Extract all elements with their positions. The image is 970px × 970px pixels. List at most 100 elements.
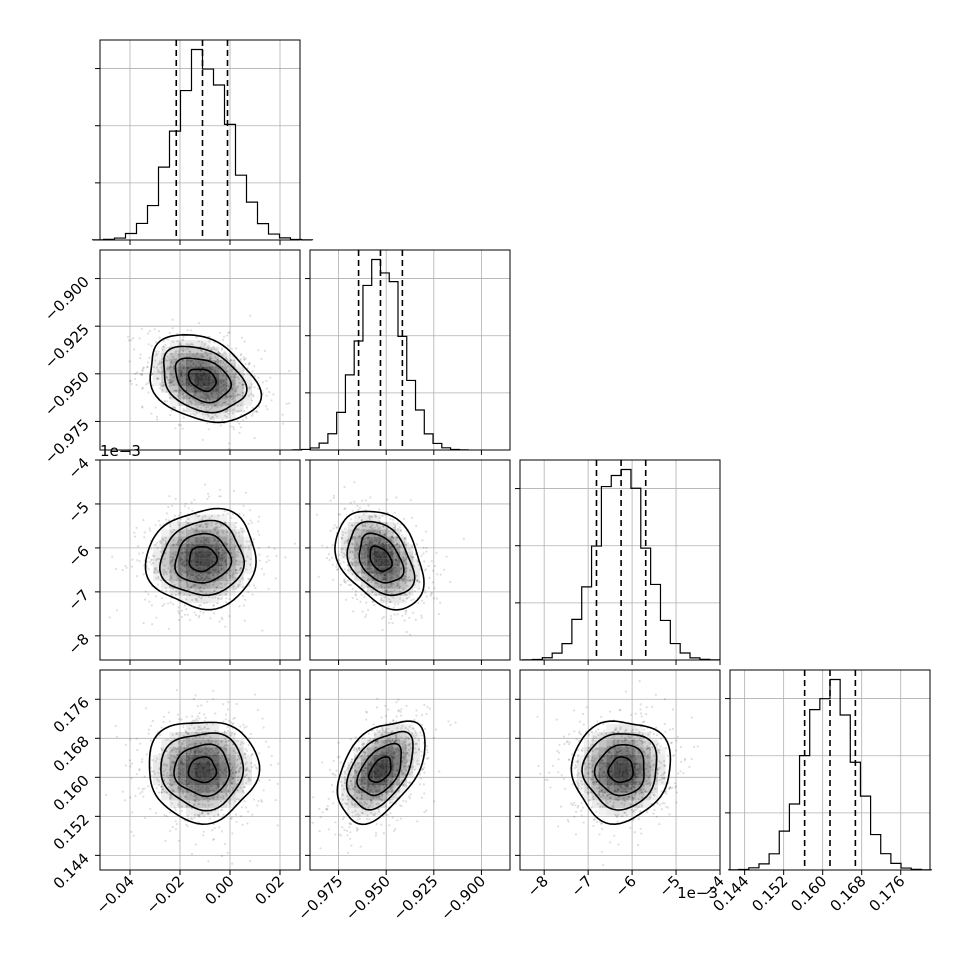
sample-point — [135, 383, 138, 386]
sample-point — [155, 415, 159, 418]
sample-point — [162, 339, 165, 343]
sample-point — [256, 411, 259, 414]
sample-point — [165, 367, 168, 370]
sample-point — [380, 823, 383, 826]
sample-point — [170, 358, 173, 361]
sample-point — [241, 394, 244, 397]
sample-point — [155, 350, 158, 353]
sample-point — [253, 764, 256, 767]
density-cell — [210, 366, 220, 373]
sample-point — [428, 576, 431, 579]
sample-point — [248, 386, 251, 389]
sample-point — [422, 783, 425, 786]
sample-point — [150, 547, 153, 550]
sample-point — [153, 328, 156, 331]
sample-point — [386, 498, 389, 501]
sample-point — [374, 832, 378, 835]
sample-point — [199, 345, 202, 348]
sample-point — [180, 609, 183, 612]
sample-point — [398, 526, 401, 529]
sample-point — [226, 512, 229, 515]
density-cell — [387, 573, 394, 582]
density-cell — [243, 754, 252, 763]
sample-point — [365, 718, 368, 721]
sample-point — [242, 419, 245, 422]
sample-point — [238, 605, 241, 608]
sample-point — [172, 368, 176, 371]
density-cells — [153, 514, 252, 604]
sample-point — [222, 703, 225, 706]
sample-point — [238, 431, 241, 434]
sample-point — [293, 542, 297, 545]
sample-point — [382, 615, 385, 619]
density-cell — [347, 551, 355, 559]
sample-point — [393, 511, 396, 514]
sample-point — [249, 732, 252, 736]
sample-point — [252, 584, 256, 587]
sample-point — [339, 562, 342, 565]
sample-point — [427, 756, 430, 760]
sample-point — [136, 559, 139, 562]
sample-point — [404, 612, 407, 615]
sample-point — [409, 633, 412, 636]
sample-point — [346, 829, 349, 832]
sample-point — [245, 806, 248, 809]
sample-point — [356, 828, 359, 831]
density-cell — [202, 785, 211, 793]
sample-point — [376, 697, 379, 700]
sample-point — [167, 711, 170, 714]
sample-point — [129, 379, 132, 382]
sample-point — [220, 392, 223, 395]
density-cell — [202, 808, 211, 816]
sample-point — [142, 621, 145, 625]
density-cell — [194, 770, 203, 778]
sample-point — [235, 390, 238, 393]
sample-point — [328, 768, 332, 771]
density-cell — [235, 558, 244, 567]
sample-point — [231, 412, 234, 415]
sample-point — [145, 383, 148, 386]
sample-point — [169, 365, 172, 368]
density-cell — [227, 544, 236, 552]
sample-point — [251, 370, 254, 373]
sample-point — [425, 712, 428, 715]
sample-point — [414, 729, 417, 733]
sample-point — [282, 422, 285, 425]
sample-point — [151, 770, 154, 773]
sample-point — [422, 546, 425, 549]
sample-point — [172, 603, 175, 606]
sample-point — [238, 513, 241, 516]
sample-point — [389, 812, 392, 815]
sample-point — [332, 578, 335, 581]
sample-point — [182, 726, 185, 729]
sample-point — [184, 382, 187, 385]
sample-point — [247, 522, 250, 525]
sample-point — [141, 790, 144, 793]
density-cell — [153, 366, 162, 373]
density-cell — [373, 514, 381, 522]
sample-point — [391, 622, 394, 625]
sample-point — [206, 497, 209, 500]
sample-point — [213, 402, 216, 405]
sample-point — [242, 373, 245, 376]
sample-point — [135, 737, 138, 740]
sample-point — [449, 580, 452, 584]
density-cell — [169, 544, 178, 552]
sample-point — [223, 510, 226, 513]
sample-point — [239, 358, 242, 361]
sample-point — [262, 726, 265, 729]
sample-point — [141, 405, 144, 408]
sample-point — [177, 423, 180, 426]
density-cell — [219, 739, 228, 748]
panel-frame — [99, 39, 301, 241]
sample-point — [244, 598, 247, 601]
sample-point — [141, 387, 144, 390]
sample-point — [141, 367, 145, 370]
sample-point — [422, 602, 426, 605]
density-cell — [243, 777, 252, 786]
sample-point — [267, 559, 270, 562]
sample-point — [367, 504, 370, 507]
sample-point — [432, 597, 435, 600]
sample-point — [177, 839, 180, 842]
sample-point — [170, 504, 174, 507]
